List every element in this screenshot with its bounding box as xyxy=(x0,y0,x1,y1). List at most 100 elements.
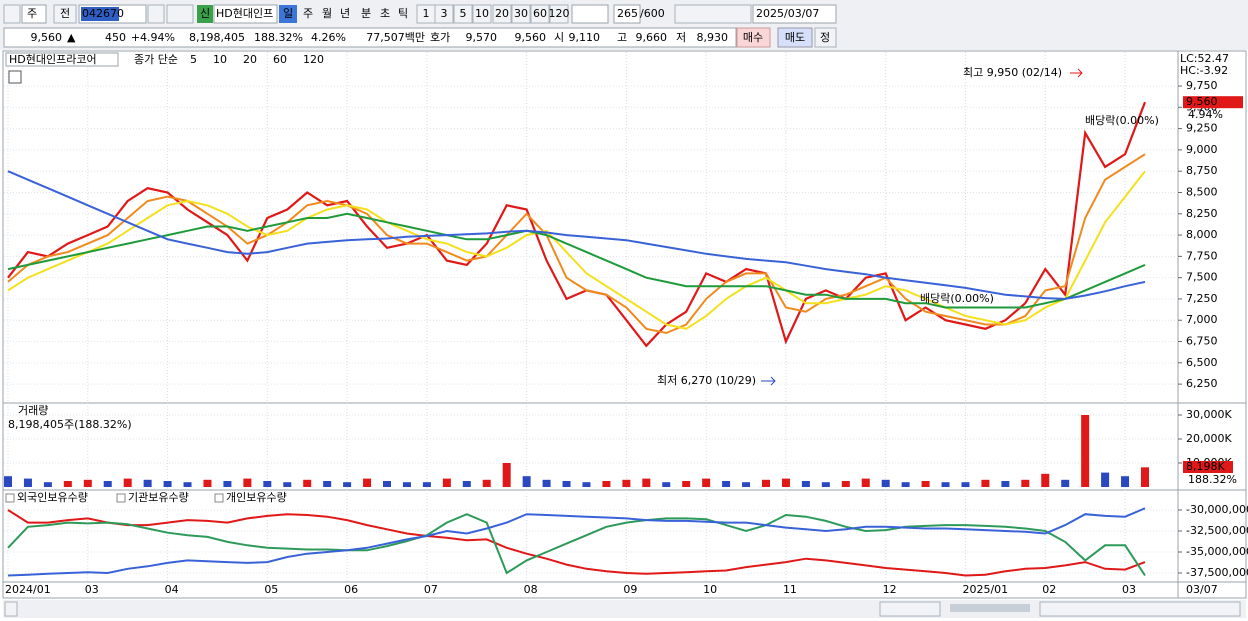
chart-subtitle: 종가 단순 xyxy=(134,53,178,66)
volume-bar xyxy=(442,478,451,487)
volume-bar xyxy=(223,480,232,487)
quote-amount: 77,507백만 xyxy=(366,31,425,44)
volume-bar xyxy=(602,480,611,487)
quote-price: 9,560 xyxy=(31,31,63,44)
volume-bar xyxy=(1101,472,1110,487)
count-box[interactable] xyxy=(613,4,641,24)
series-line xyxy=(7,509,1146,577)
unit-button: 일 xyxy=(283,6,293,20)
volume-ratio: 188.32% xyxy=(1188,473,1237,486)
x-tick-label: 03 xyxy=(85,583,99,596)
high-annotation: 최고 9,950 (02/14) xyxy=(963,66,1062,79)
volume-bar xyxy=(941,482,950,487)
quote-low: 8,930 xyxy=(697,31,729,44)
y-tick-label: 9,750 xyxy=(1186,79,1218,92)
scroll-left[interactable] xyxy=(4,601,18,617)
volume-bar xyxy=(123,478,132,487)
volume-bar xyxy=(303,479,312,487)
volume-bar xyxy=(1061,479,1070,487)
x-end-label: 03/07 xyxy=(1186,583,1218,596)
quote-correct: 정 xyxy=(820,31,830,44)
unit-button: 년 xyxy=(340,7,350,20)
volume-bar xyxy=(422,482,431,487)
interval-button[interactable] xyxy=(492,4,512,24)
series-line xyxy=(7,170,1146,330)
unit-button: 주 xyxy=(303,7,313,20)
x-tick-label: 10 xyxy=(703,583,717,596)
legend-entry: 기관보유수량 xyxy=(128,491,189,504)
legend-entry: 5 xyxy=(190,53,197,66)
volume-bar xyxy=(861,478,870,487)
playback-buttons[interactable] xyxy=(879,601,941,617)
volume-bar xyxy=(921,480,930,487)
search-button[interactable] xyxy=(147,4,165,24)
sound-button[interactable] xyxy=(166,4,194,24)
interval-button[interactable] xyxy=(549,4,569,24)
buy-button[interactable] xyxy=(736,27,771,48)
y-tick-label: 6,750 xyxy=(1186,335,1218,348)
menu-button[interactable] xyxy=(3,4,21,24)
volume-bar xyxy=(363,478,372,487)
volume-bar xyxy=(881,479,890,487)
series-line xyxy=(7,212,1146,309)
volume-bar xyxy=(183,482,192,487)
interval-button[interactable] xyxy=(472,4,492,24)
quote-high-label: 고 xyxy=(617,31,627,44)
volume-bar xyxy=(83,479,92,487)
stock-name: HD현대인프 xyxy=(216,7,273,20)
quote-open-label: 시 xyxy=(554,31,564,44)
y-tick-label: -37,500,000 xyxy=(1186,566,1248,579)
volume-bar xyxy=(462,480,471,487)
quote-change: 450 xyxy=(105,31,126,44)
volume-bar xyxy=(43,482,52,487)
unit-selected xyxy=(279,5,297,23)
x-tick-label: 11 xyxy=(783,583,797,596)
x-tick-label: 07 xyxy=(424,583,438,596)
x-tick-label: 2025/01 xyxy=(962,583,1008,596)
volume-bar xyxy=(4,476,12,487)
y-tick-label: 8,000 xyxy=(1186,228,1218,241)
y-tick-label: -32,500,000 xyxy=(1186,524,1248,537)
period-select[interactable] xyxy=(21,4,47,24)
sell-button[interactable] xyxy=(777,27,813,48)
volume-bar xyxy=(1041,473,1050,487)
correct-button[interactable] xyxy=(814,27,837,48)
quote-open: 9,110 xyxy=(569,31,601,44)
low-annotation: 최저 6,270 (10/29) xyxy=(657,374,756,387)
volume-bar xyxy=(762,479,770,487)
badge-text: 신 xyxy=(200,7,210,20)
interval-button[interactable] xyxy=(511,4,531,24)
volume-bar xyxy=(243,478,252,487)
zoom-buttons[interactable] xyxy=(1039,601,1241,617)
y-tick-label: 30,000K xyxy=(1186,408,1232,421)
volume-bar xyxy=(682,480,691,487)
interval-button[interactable] xyxy=(434,4,454,24)
volume-bar xyxy=(383,480,391,487)
legend-swatch xyxy=(214,493,224,503)
name-box xyxy=(213,4,278,24)
volume-bar xyxy=(163,480,172,487)
y-tick-label: 7,000 xyxy=(1186,313,1218,326)
volume-bar xyxy=(522,476,531,487)
volume-bar xyxy=(23,478,32,487)
prev: 전 xyxy=(60,7,70,20)
quote-buy: 매수 xyxy=(743,31,763,44)
arrow xyxy=(1070,68,1083,78)
indicator: LC:52.47 xyxy=(1180,52,1229,65)
x-tick-label: 09 xyxy=(623,583,637,596)
interval-button[interactable] xyxy=(530,4,550,24)
date: 2025/03/07 xyxy=(756,7,819,20)
tool-icons[interactable] xyxy=(674,4,752,24)
title-box xyxy=(5,52,119,67)
blank-select[interactable] xyxy=(571,4,609,24)
interval-button[interactable] xyxy=(453,4,473,24)
interval-label: 20 xyxy=(495,7,509,20)
interval-label: 120 xyxy=(549,7,570,20)
x-tick-label: 2024/01 xyxy=(5,583,51,596)
scroll-thumb[interactable] xyxy=(950,604,1030,612)
chart-frame xyxy=(2,50,1247,599)
prev-button[interactable] xyxy=(53,4,77,24)
date-box[interactable] xyxy=(752,4,837,24)
unit-button: 분 xyxy=(361,7,371,20)
